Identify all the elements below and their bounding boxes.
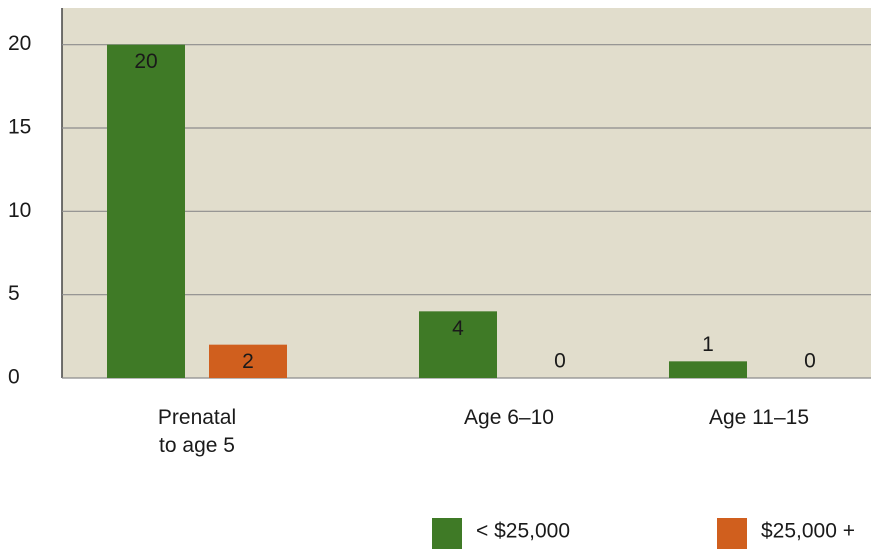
- value-label: 1: [702, 333, 714, 356]
- value-label: 2: [242, 350, 254, 373]
- x-tick-label: Prenatal to age 5: [158, 406, 236, 457]
- y-tick-label: 10: [8, 199, 31, 222]
- bar: [209, 344, 287, 378]
- y-tick-label: 15: [8, 116, 31, 139]
- bar: [669, 361, 747, 378]
- x-tick-label-line: Age 6–10: [464, 406, 554, 429]
- value-label: 0: [804, 350, 816, 373]
- bar: [107, 44, 185, 379]
- y-tick-label: 0: [8, 366, 20, 389]
- value-label: 0: [554, 350, 566, 373]
- legend-label: $25,000 +: [761, 520, 855, 543]
- x-tick-label: Age 6–10: [464, 406, 554, 429]
- value-label: 4: [452, 317, 464, 340]
- x-tick-label-line: Prenatal: [158, 406, 236, 429]
- value-label: 20: [134, 50, 157, 73]
- x-tick-label: Age 11–15: [709, 406, 809, 429]
- x-tick-label-line: to age 5: [159, 434, 235, 457]
- y-tick-label: 5: [8, 282, 20, 305]
- legend-label: < $25,000: [476, 520, 570, 543]
- y-tick-label: 20: [8, 32, 31, 55]
- legend-swatch: [717, 518, 747, 549]
- bar: [419, 311, 497, 378]
- legend-swatch: [432, 518, 462, 549]
- x-tick-label-line: Age 11–15: [709, 406, 809, 429]
